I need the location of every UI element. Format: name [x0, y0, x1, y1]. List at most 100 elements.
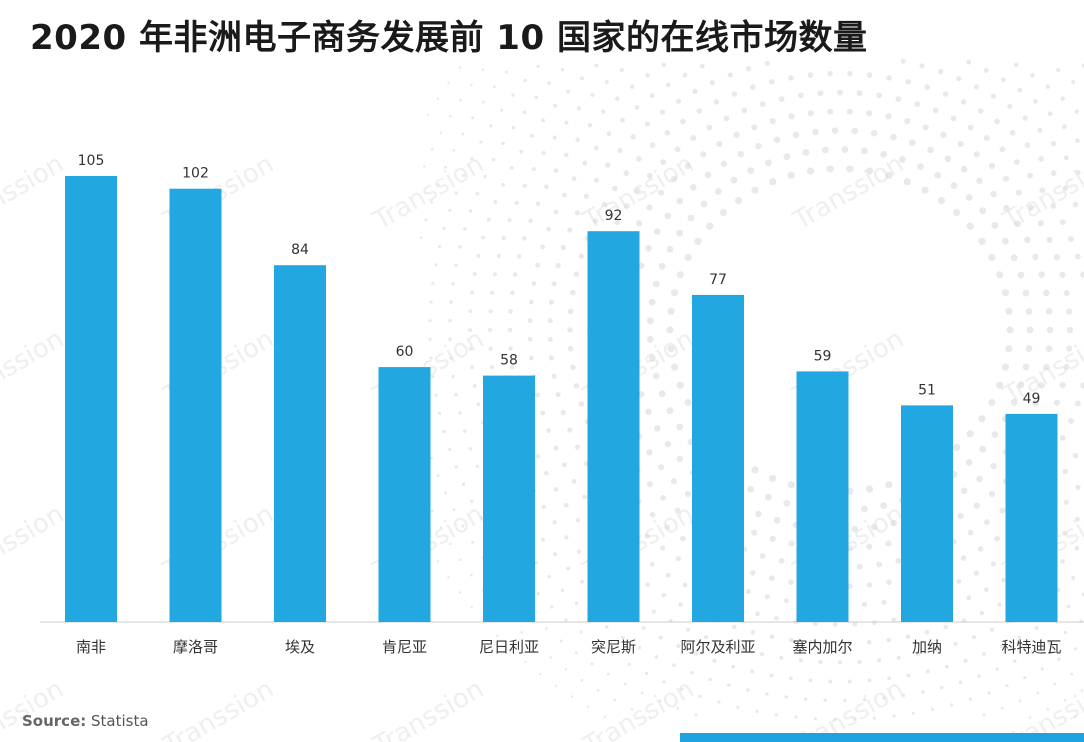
background-dot: [1001, 363, 1010, 371]
background-dot: [470, 499, 474, 503]
background-dot: [1014, 220, 1021, 227]
background-dot: [552, 520, 557, 525]
background-dot: [550, 605, 554, 609]
background-dot: [1053, 399, 1060, 406]
background-dot: [979, 207, 987, 215]
background-dot: [924, 84, 930, 90]
background-dot: [567, 308, 574, 315]
background-dot: [671, 289, 679, 297]
background-dot: [654, 655, 659, 659]
background-dot: [470, 573, 473, 577]
background-dot: [1010, 398, 1018, 406]
background-dot: [1037, 127, 1043, 133]
background-dot: [1066, 308, 1073, 315]
background-dot: [788, 75, 794, 81]
background-dot: [476, 253, 481, 258]
watermark-text: Transsion: [368, 149, 489, 236]
background-dot: [787, 481, 795, 489]
background-dot: [773, 517, 781, 524]
background-dot: [579, 579, 584, 584]
background-dot: [493, 200, 498, 204]
background-dot: [812, 128, 819, 136]
background-dot: [813, 717, 818, 721]
x-tick-label-1: 摩洛哥: [173, 638, 218, 656]
background-dot: [637, 391, 645, 398]
background-dot: [774, 615, 779, 621]
background-dot: [708, 677, 712, 682]
background-dot: [862, 698, 867, 702]
background-dot: [676, 381, 684, 389]
background-dot: [759, 552, 766, 559]
bar-2: [274, 265, 326, 622]
background-dot: [774, 713, 778, 717]
background-dot: [966, 430, 974, 438]
background-dot: [483, 174, 487, 179]
background-dot: [658, 390, 666, 398]
background-dot: [661, 592, 667, 598]
background-dot: [507, 327, 513, 333]
background-dot: [436, 183, 440, 186]
background-dot: [489, 124, 493, 128]
background-dot: [600, 109, 606, 114]
background-dot: [872, 716, 877, 720]
background-dot: [769, 474, 777, 482]
background-dot: [548, 355, 555, 361]
background-dot: [699, 63, 705, 69]
background-dot: [979, 610, 985, 616]
background-dot: [1063, 290, 1070, 297]
background-dot: [623, 170, 630, 176]
background-dot: [827, 70, 833, 77]
background-dot: [458, 591, 461, 594]
background-dot: [847, 583, 853, 590]
background-dot: [553, 209, 559, 215]
background-dot: [510, 647, 513, 651]
background-dot: [684, 398, 692, 407]
background-dot: [509, 165, 514, 170]
watermark-text: Transsion: [578, 674, 699, 742]
background-dot: [706, 124, 713, 131]
background-dot: [751, 124, 758, 131]
background-dot: [454, 393, 458, 397]
background-dot: [553, 168, 559, 173]
background-dot: [841, 146, 849, 154]
background-dot: [501, 235, 506, 241]
background-dot: [472, 272, 477, 277]
background-dot: [676, 423, 684, 431]
background-dot: [1063, 155, 1069, 161]
background-dot: [546, 428, 552, 434]
background-dot: [956, 578, 962, 584]
background-dot: [436, 474, 440, 477]
background-dot: [470, 606, 473, 609]
background-dot: [434, 263, 438, 267]
background-dot: [540, 244, 546, 250]
background-dot: [559, 639, 563, 643]
background-dot: [649, 511, 656, 518]
background-dot: [1081, 592, 1084, 597]
background-dot: [570, 289, 576, 296]
background-dot: [920, 690, 925, 694]
background-dot: [1059, 219, 1066, 226]
background-dot: [847, 70, 853, 77]
background-dot: [831, 127, 839, 134]
background-dot: [719, 208, 727, 217]
background-dot: [999, 644, 1004, 649]
background-dot: [1036, 691, 1040, 695]
background-dot: [698, 694, 702, 698]
background-dot: [492, 272, 497, 277]
background-dot: [536, 592, 540, 596]
background-dot: [1032, 399, 1039, 407]
background-dot: [1074, 546, 1080, 551]
background-dot: [1022, 289, 1030, 297]
background-dot: [458, 66, 461, 69]
background-dot: [423, 165, 426, 168]
bar-8: [901, 405, 953, 622]
background-dot: [475, 464, 480, 469]
background-dot: [895, 557, 902, 564]
background-dot: [430, 200, 434, 204]
background-dot: [690, 184, 697, 191]
background-dot: [750, 669, 755, 674]
background-dot: [1059, 382, 1066, 389]
background-dot: [953, 641, 958, 646]
background-dot: [449, 300, 453, 304]
